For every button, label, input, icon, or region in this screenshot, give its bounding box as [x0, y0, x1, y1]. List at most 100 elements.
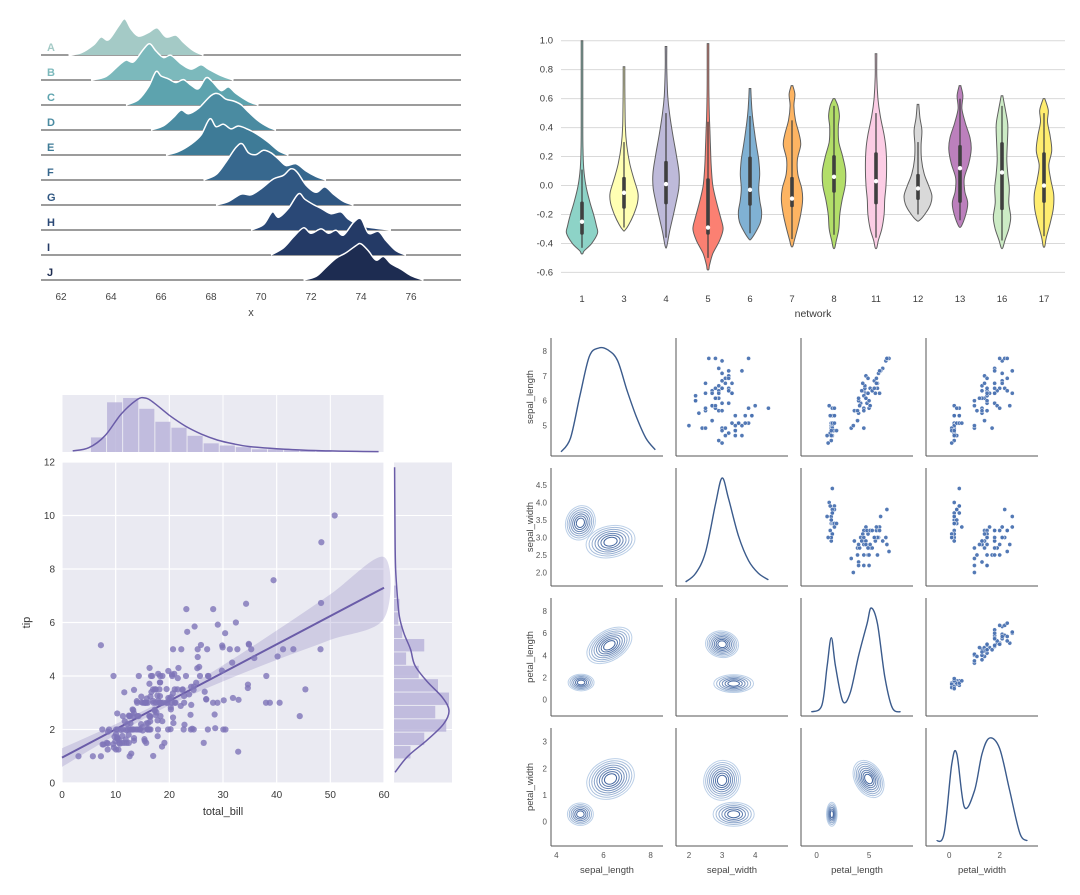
joint-x-axis-label: total_bill	[203, 806, 243, 818]
x-tick-label: 74	[355, 292, 367, 303]
y-tick-label: 0.2	[540, 152, 553, 163]
violin-iqr-box	[790, 176, 794, 208]
pair-x-tick: 5	[867, 851, 872, 860]
violin-11: 11	[864, 53, 888, 305]
pair-col-label: petal_width	[958, 865, 1006, 876]
pair-panel-sepal_length-vs-petal_width	[925, 338, 1038, 457]
violin-8: 8	[821, 98, 847, 305]
pair-x-tick: 8	[648, 851, 653, 860]
ridge-label: E	[47, 142, 54, 154]
violin-plot-panel: 1.0 0.8 0.6 0.4 0.2 0.0 -0.2 -0.4 -0.6 1 3 4 5 6 7 8 11 1…	[513, 8, 1078, 323]
y-tick-label: 0.0	[540, 181, 553, 192]
ridge-outline	[270, 217, 407, 256]
pair-panel-petal_width-vs-petal_length: 0 5 petal_length	[800, 728, 913, 876]
joint-y-tick: 12	[44, 458, 56, 469]
ridge-outline	[303, 242, 424, 281]
pair-col-label: petal_length	[831, 865, 883, 876]
violin-median-dot	[873, 178, 879, 184]
ridge-row-A: A	[41, 18, 461, 56]
y-tick-label: -0.2	[537, 209, 553, 220]
y-tick-label: 1.0	[540, 36, 553, 47]
violin-12: 12	[903, 103, 933, 305]
x-tick-label: 72	[305, 292, 317, 303]
pair-y-tick: 6	[543, 629, 548, 638]
ridge-label: J	[47, 267, 53, 279]
pair-panel-petal_length-vs-petal_length	[800, 598, 913, 717]
pair-y-tick: 4	[543, 651, 548, 660]
pair-kde-curve	[560, 346, 656, 453]
pair-kde-curve	[810, 607, 901, 713]
joint-x-tick: 10	[110, 790, 122, 801]
ridge-outline	[203, 142, 327, 181]
pair-y-tick: 8	[543, 607, 548, 616]
pair-y-tick: 0	[543, 818, 548, 827]
violin-category-label: 12	[913, 294, 924, 305]
ridge-density	[251, 193, 391, 230]
x-tick-label: 68	[205, 292, 217, 303]
ridge-label: B	[47, 67, 55, 79]
pair-y-tick: 2.0	[536, 569, 548, 578]
ridge-label: A	[47, 42, 55, 54]
pair-kde-curve	[685, 477, 769, 583]
violin-chart-svg: 1.00.80.60.40.20.0-0.2-0.4-0.61 3 4 5 6 7 8 11 1…	[537, 36, 1065, 320]
y-tick-label: 0.4	[540, 123, 553, 134]
joint-y-tick: 10	[44, 511, 56, 522]
ridge-row-I: I	[41, 217, 461, 256]
violin-grid: 1.0 0.8 0.6 0.4 0.2 0.0 -0.2 -0.4 -0.6	[537, 36, 1065, 278]
pair-kde-curve	[936, 737, 1028, 843]
ridge-outline	[125, 70, 259, 106]
ridge-row-C: C	[41, 70, 461, 106]
ridge-label: F	[47, 167, 54, 179]
y-tick-label: -0.6	[537, 267, 553, 278]
violin-category-label: 16	[997, 294, 1008, 305]
x-tick-label: 66	[155, 292, 167, 303]
joint-top-histogram	[72, 396, 379, 453]
violin-category-label: 3	[621, 294, 626, 305]
pair-row-label: sepal_length	[525, 370, 536, 424]
joint-y-tick: 4	[49, 672, 55, 683]
ridge-row-J: J	[41, 242, 461, 281]
ridge-label: G	[47, 192, 56, 204]
pair-y-tick: 3.0	[536, 534, 548, 543]
y-tick-label: 0.8	[540, 65, 553, 76]
violin-iqr-box	[748, 156, 752, 206]
pair-x-tick: 4	[554, 851, 559, 860]
pair-panel-sepal_width-vs-sepal_length: 2.0 2.5 3.0 3.5 4.0 4.5 sepal_width	[525, 468, 663, 587]
violin-iqr-box	[874, 152, 878, 205]
ridge-density	[68, 18, 204, 55]
ridge-density	[91, 43, 234, 80]
joint-x-tick: 20	[164, 790, 176, 801]
pair-col-label: sepal_width	[707, 865, 757, 876]
joint-x-tick: 50	[325, 790, 337, 801]
pair-x-tick: 4	[753, 851, 758, 860]
violin-iqr-box	[706, 178, 710, 235]
violin-iqr-box	[958, 144, 962, 203]
violin-iqr-box	[1000, 142, 1004, 211]
ridge-density	[166, 118, 289, 155]
y-tick-label: -0.4	[537, 238, 553, 249]
joint-y-tick: 6	[49, 618, 55, 629]
pair-panel-petal_width-vs-sepal_length: 0 1 2 3 4 6 8 sepal_length petal_width	[525, 728, 663, 876]
ridge-outline	[150, 92, 277, 131]
violin-5: 5	[692, 43, 724, 305]
pair-x-tick: 0	[814, 851, 819, 860]
pair-y-tick: 7	[543, 372, 548, 381]
violin-median-dot	[747, 187, 753, 193]
pair-y-tick: 1	[543, 791, 548, 800]
ridge-outline	[165, 117, 289, 156]
joint-y-tick: 0	[49, 779, 55, 790]
ridge-outline	[215, 167, 354, 206]
violin-13: 13	[948, 85, 972, 305]
jointplot-chart-svg: 0 10 20 30 40 50 60 0 2 4 6 8 10 12 total_bill tip	[21, 395, 452, 818]
y-tick-label: 0.6	[540, 94, 553, 105]
x-tick-label: 76	[405, 292, 417, 303]
violin-median-dot	[957, 165, 963, 171]
pair-y-tick: 3.5	[536, 516, 548, 525]
ridge-label: I	[47, 242, 50, 254]
pair-y-tick: 2.5	[536, 551, 548, 560]
x-tick-label: 70	[255, 292, 267, 303]
violin-4: 4	[652, 46, 680, 305]
violin-median-dot	[789, 196, 795, 201]
violin-median-dot	[999, 170, 1005, 175]
ridge-row-D: D	[41, 92, 461, 131]
